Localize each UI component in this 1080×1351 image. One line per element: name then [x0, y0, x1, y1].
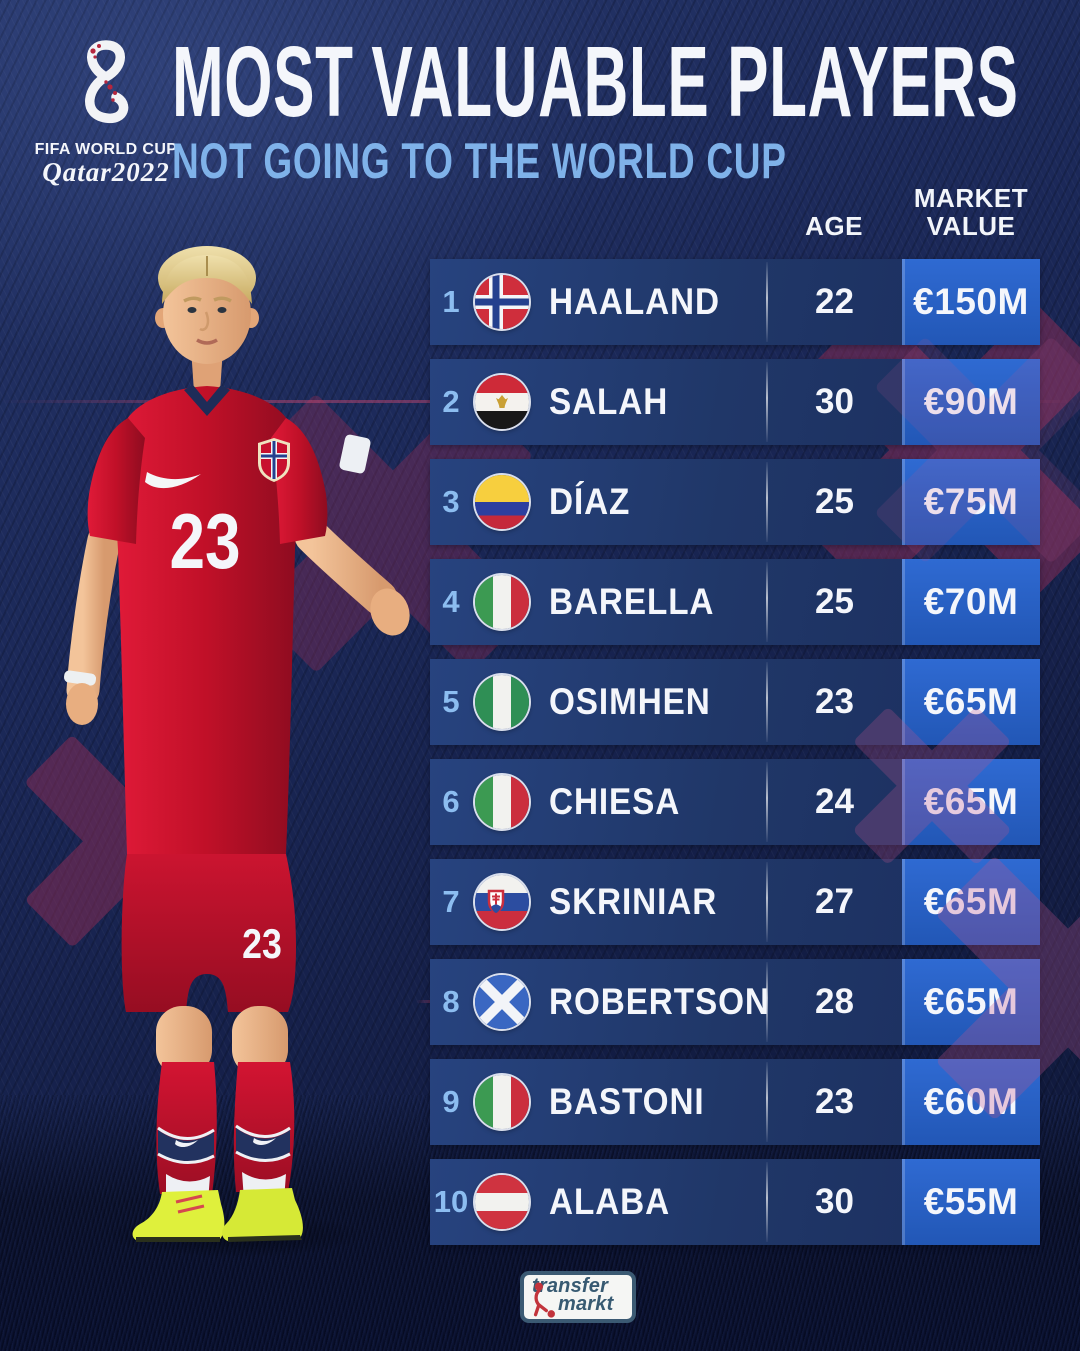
rank-label: 3: [442, 484, 460, 519]
rank-label: 7: [442, 884, 460, 919]
player-name: ROBERTSON: [549, 981, 770, 1022]
flag-icon-italy: [475, 775, 529, 829]
player-name: BASTONI: [549, 1081, 705, 1122]
rankings-table: 1 HAALAND 22 €150M 2 SALAH 30 €90M 3 DÍA…: [430, 259, 1040, 1245]
table-row: 7 SKRINIAR 27 €65M: [430, 859, 1040, 945]
player-name: ALABA: [549, 1181, 671, 1222]
table-row: 3 DÍAZ 25 €75M: [430, 459, 1040, 545]
player-age: 25: [815, 482, 854, 521]
nike-swoosh-icon: [145, 472, 201, 489]
norway-crest-icon: [258, 438, 290, 482]
qatar-2022-wordmark: Qatar2022: [42, 157, 170, 187]
market-value: €65M: [902, 759, 1040, 845]
table-row: 4 BARELLA 25 €70M: [430, 559, 1040, 645]
market-value: €75M: [902, 459, 1040, 545]
flag-icon-colombia: [475, 475, 529, 529]
page-title: MOST VALUABLE PLAYERS: [172, 26, 1019, 138]
player-age: 28: [815, 982, 854, 1021]
rank-label: 10: [433, 1184, 469, 1219]
player-age: 23: [815, 682, 854, 721]
flag-icon-slovakia: [475, 875, 529, 929]
player-name: BARELLA: [549, 581, 715, 622]
fifa-world-cup-logo: FIFA WORLD CUP Qatar2022: [28, 30, 184, 188]
market-value: €65M: [902, 959, 1040, 1045]
rank-label: 9: [442, 1084, 460, 1119]
table-row: 2 SALAH 30 €90M: [430, 359, 1040, 445]
player-age: 27: [815, 882, 854, 921]
player-name: HAALAND: [549, 281, 720, 322]
table-row: 1 HAALAND 22 €150M: [430, 259, 1040, 345]
player-age: 22: [815, 282, 854, 321]
player-name: SALAH: [549, 381, 669, 422]
rank-label: 2: [442, 384, 460, 419]
column-header-market-value: MARKET VALUE: [913, 183, 1029, 241]
flag-icon-italy: [475, 575, 529, 629]
rank-label: 4: [442, 584, 460, 619]
market-value: €60M: [902, 1059, 1040, 1145]
market-value: €150M: [902, 259, 1040, 345]
flag-icon-egypt: [475, 375, 529, 429]
fifa-emblem-icon: [85, 40, 129, 123]
flag-icon-italy: [475, 1075, 529, 1129]
svg-text:23: 23: [169, 498, 240, 585]
market-value: €55M: [902, 1159, 1040, 1245]
rank-label: 6: [442, 784, 460, 819]
market-value: €90M: [902, 359, 1040, 445]
player-name: DÍAZ: [549, 481, 631, 522]
player-photo: 23 23: [0, 240, 450, 1251]
player-age: 23: [815, 1082, 854, 1121]
flag-icon-scotland: [475, 975, 529, 1029]
flag-icon-nigeria: [475, 675, 529, 729]
column-header-age: AGE: [805, 211, 863, 241]
player-age: 30: [815, 1182, 854, 1221]
page-subtitle: NOT GOING TO THE WORLD CUP: [172, 133, 787, 189]
market-value: €65M: [902, 659, 1040, 745]
flag-icon-norway: [475, 275, 529, 329]
table-row: 5 OSIMHEN 23 €65M: [430, 659, 1040, 745]
rank-label: 5: [442, 684, 460, 719]
transfermarkt-logo-text: transfer: [532, 1275, 609, 1297]
table-row: 8 ROBERTSON 28 €65M: [430, 959, 1040, 1045]
svg-text:23: 23: [242, 921, 282, 967]
table-row: 9 BASTONI 23 €60M: [430, 1059, 1040, 1145]
player-age: 24: [815, 782, 854, 821]
fifa-logo-text: FIFA WORLD CUP: [34, 141, 178, 158]
rank-label: 8: [442, 984, 460, 1019]
player-age: 30: [815, 382, 854, 421]
transfermarkt-logo: transfer markt: [520, 1271, 636, 1323]
rank-label: 1: [442, 284, 460, 319]
player-name: CHIESA: [549, 781, 681, 822]
flag-icon-austria: [475, 1175, 529, 1229]
market-value: €70M: [902, 559, 1040, 645]
table-row: 10 ALABA 30 €55M: [430, 1159, 1040, 1245]
table-row: 6 CHIESA 24 €65M: [430, 759, 1040, 845]
market-value: €65M: [902, 859, 1040, 945]
transfermarkt-player-icon: [533, 1282, 555, 1318]
player-age: 25: [815, 582, 854, 621]
player-name: OSIMHEN: [549, 681, 711, 722]
title-block: MOST VALUABLE PLAYERS NOT GOING TO THE W…: [172, 26, 1080, 190]
player-name: SKRINIAR: [549, 881, 718, 922]
